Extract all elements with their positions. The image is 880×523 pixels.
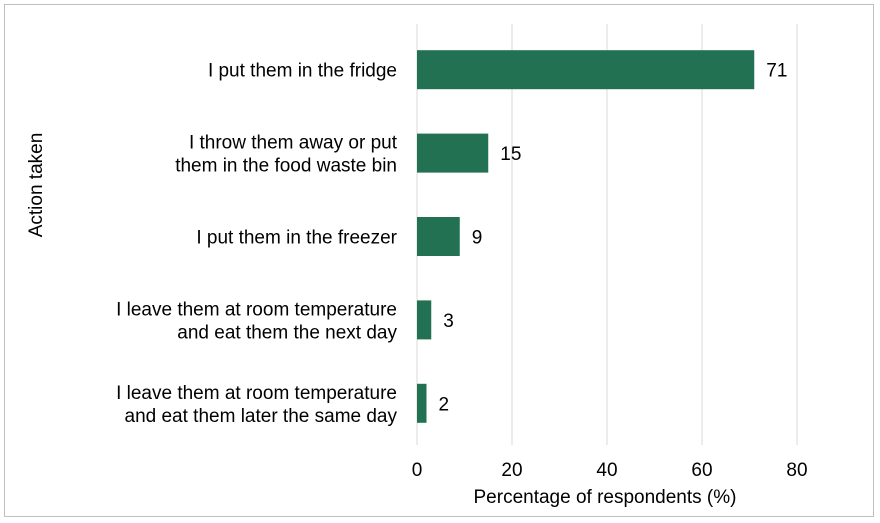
data-label: 9 <box>472 228 483 249</box>
data-labels: 71 15 9 3 2 <box>439 61 788 416</box>
bar <box>417 133 489 173</box>
bar <box>417 217 460 256</box>
gridlines <box>416 24 798 445</box>
x-tick-labels: 0 20 40 60 80 <box>412 460 808 481</box>
category-label: I leave them at room temperature <box>116 383 397 404</box>
data-label: 2 <box>439 394 450 415</box>
category-labels: I put them in the fridge I throw them awa… <box>116 61 398 427</box>
bar <box>417 300 432 340</box>
category-label: I put them in the fridge <box>208 61 397 82</box>
y-axis-title: Action taken <box>26 133 47 238</box>
category-label: and eat them the next day <box>177 322 397 343</box>
bars <box>417 50 755 423</box>
chart-frame <box>4 4 874 517</box>
category-label: I leave them at room temperature <box>116 299 397 320</box>
category-label: and eat them later the same day <box>125 406 398 427</box>
category-label: I put them in the freezer <box>196 228 397 249</box>
bar <box>417 50 755 90</box>
x-tick-label: 0 <box>412 460 423 481</box>
bar <box>417 383 427 423</box>
data-label: 3 <box>443 311 454 332</box>
category-label: I throw them away or put <box>189 133 398 154</box>
x-tick-label: 20 <box>501 460 522 481</box>
x-tick-label: 60 <box>691 460 712 481</box>
x-tick-label: 80 <box>786 460 807 481</box>
x-axis-title: Percentage of respondents (%) <box>474 487 737 508</box>
category-label: them in the food waste bin <box>175 156 397 177</box>
data-label: 15 <box>500 144 521 165</box>
x-tick-label: 40 <box>596 460 617 481</box>
data-label: 71 <box>766 61 787 82</box>
